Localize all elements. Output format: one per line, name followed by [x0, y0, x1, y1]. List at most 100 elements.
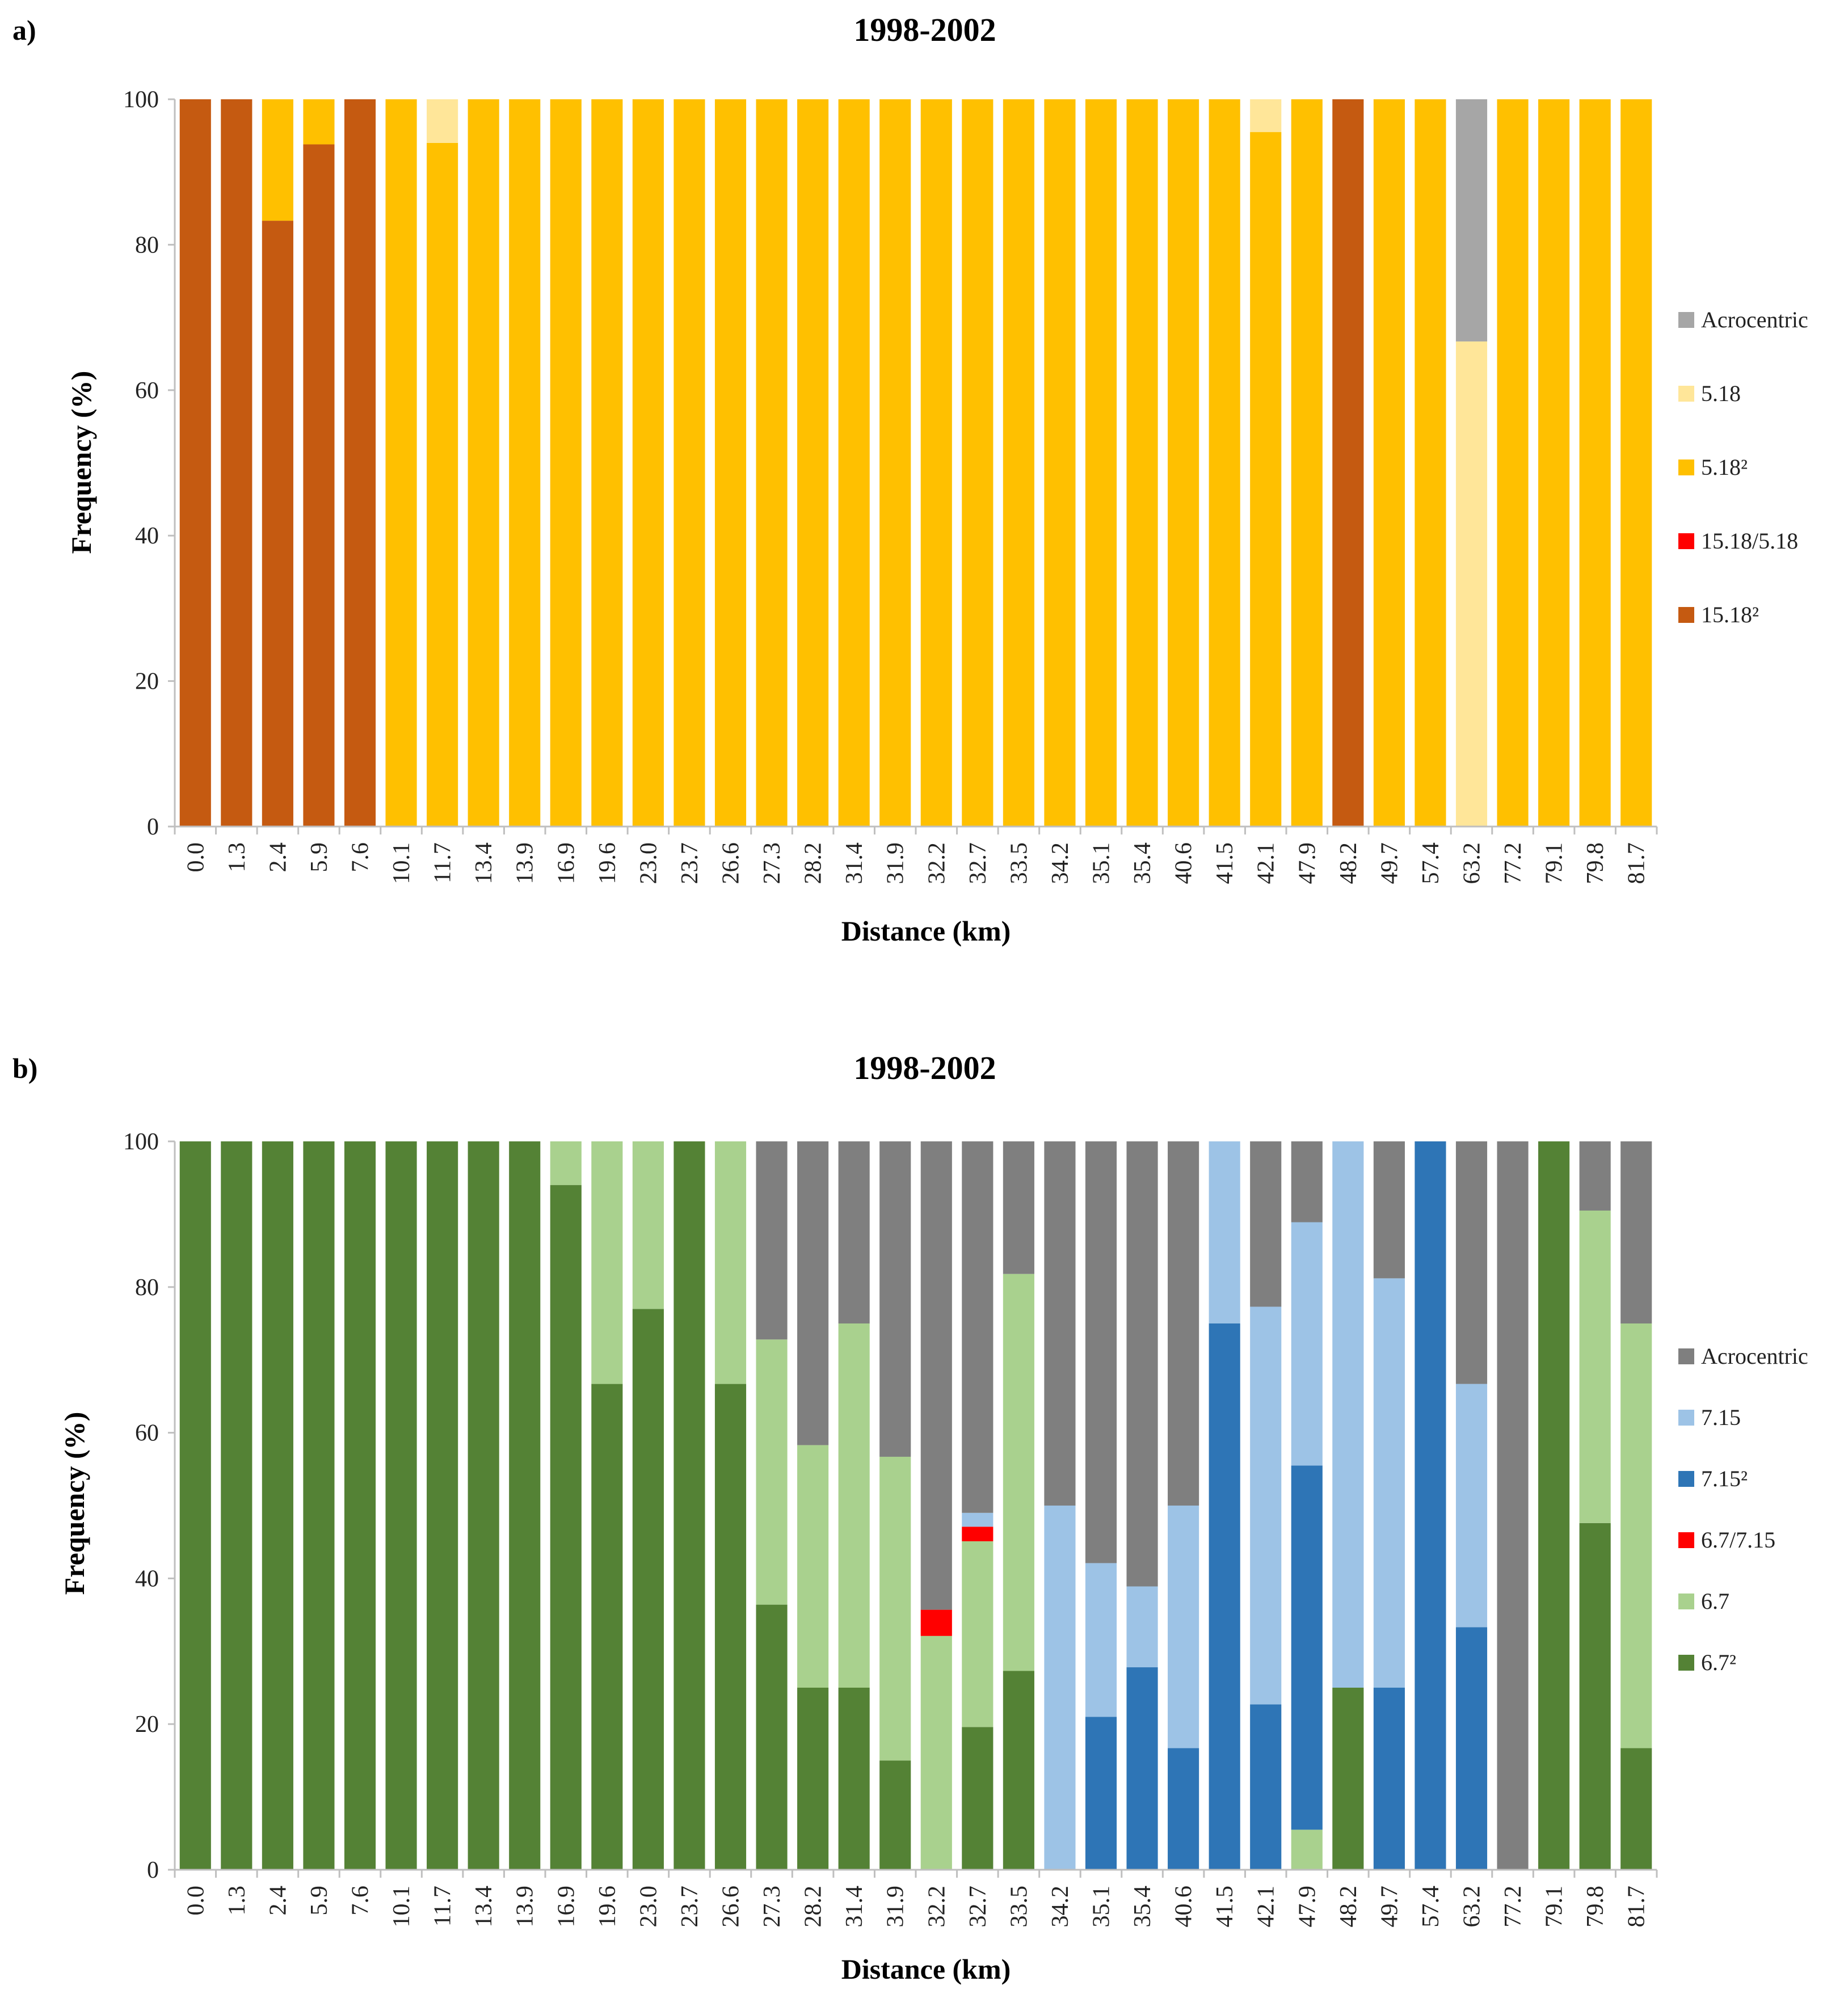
- bar-segment-a-16-2: [838, 99, 870, 827]
- bar-segment-a-14-2: [756, 99, 788, 827]
- x-tick-label-a-23: 35.4: [1130, 842, 1156, 884]
- bar-segment-b-23-4: [1126, 1586, 1158, 1668]
- bar-segment-b-34-5: [1579, 1141, 1611, 1211]
- bar-segment-b-8-0: [509, 1141, 541, 1870]
- bar-segment-b-16-1: [838, 1323, 870, 1688]
- x-tick-label-a-19: 32.7: [965, 842, 991, 884]
- x-tick-label-a-5: 10.1: [389, 842, 415, 884]
- bar-segment-b-35-0: [1620, 1748, 1652, 1870]
- y-tick-label-b-4: 80: [135, 1275, 159, 1301]
- y-tick-label-a-4: 80: [135, 232, 159, 258]
- x-tick-label-b-14: 27.3: [759, 1886, 785, 1928]
- y-tick-label-b-2: 40: [135, 1566, 159, 1592]
- bar-segment-a-27-2: [1291, 99, 1323, 827]
- x-tick-label-a-29: 49.7: [1376, 842, 1403, 884]
- bar-segment-a-26-2: [1250, 132, 1282, 827]
- bar-segment-b-16-5: [838, 1141, 870, 1323]
- bar-segment-b-4-0: [344, 1141, 376, 1870]
- x-tick-label-b-9: 16.9: [553, 1886, 579, 1928]
- x-tick-label-b-19: 32.7: [965, 1886, 991, 1928]
- bar-segment-b-19-2: [962, 1527, 994, 1541]
- bar-segment-b-18-2: [920, 1609, 952, 1636]
- x-tick-label-a-6: 11.7: [430, 842, 456, 883]
- bar-segment-b-7-0: [468, 1141, 499, 1870]
- bar-segment-b-27-3: [1291, 1465, 1323, 1830]
- bar-segment-b-26-3: [1250, 1704, 1282, 1870]
- bar-segment-a-29-2: [1373, 99, 1405, 827]
- bar-segment-a-22-2: [1085, 99, 1117, 827]
- legend-swatch-b-4: [1678, 1593, 1694, 1609]
- y-tick-label-b-3: 60: [135, 1420, 159, 1447]
- bar-segment-b-19-0: [962, 1727, 994, 1870]
- x-tick-label-a-27: 47.9: [1294, 842, 1320, 884]
- chart-b-y-axis-title: Frequency (%): [58, 1412, 90, 1595]
- panel-a-letter: a): [12, 14, 36, 46]
- bar-segment-a-7-2: [468, 99, 499, 827]
- bar-segment-b-6-0: [427, 1141, 458, 1870]
- chart-b-x-ticks: 0.0 1.3 2.4 5.9 7.6 10.1 11.7 13.4 13.9 16.9 19.6 2…: [174, 1870, 1658, 1928]
- bar-segment-b-22-4: [1085, 1563, 1117, 1717]
- bar-segment-b-33-0: [1538, 1141, 1570, 1870]
- x-tick-label-b-1: 1.3: [224, 1886, 250, 1916]
- bar-segment-a-2-2: [262, 99, 293, 221]
- bar-segment-b-32-5: [1497, 1141, 1529, 1870]
- chart-b-legend: Acrocentric 7.15 7.15² 6.7/7.15 6.7 6.7²: [1678, 1343, 1808, 1675]
- x-tick-label-b-2: 2.4: [265, 1886, 291, 1916]
- x-tick-label-b-32: 77.2: [1500, 1886, 1526, 1928]
- y-tick-label-a-5: 100: [123, 87, 159, 113]
- bar-segment-b-1-0: [221, 1141, 252, 1870]
- legend-label-a-0: Acrocentric: [1701, 307, 1808, 332]
- bar-segment-b-26-4: [1250, 1306, 1282, 1705]
- legend-label-a-3: 15.18/5.18: [1701, 528, 1798, 554]
- legend-swatch-a-1: [1678, 386, 1694, 402]
- x-tick-label-b-24: 40.6: [1171, 1886, 1197, 1928]
- x-tick-label-a-34: 79.8: [1582, 842, 1609, 884]
- x-tick-label-b-8: 13.9: [512, 1886, 538, 1928]
- bar-segment-b-35-1: [1620, 1323, 1652, 1748]
- x-tick-label-b-16: 31.4: [841, 1886, 868, 1928]
- bar-segment-b-29-3: [1373, 1688, 1405, 1870]
- bar-segment-b-11-1: [632, 1141, 664, 1309]
- bar-segment-a-6-2: [427, 142, 458, 827]
- x-tick-label-a-3: 5.9: [306, 842, 332, 872]
- bar-segment-b-28-4: [1332, 1141, 1364, 1688]
- bar-segment-b-9-1: [550, 1141, 582, 1186]
- bar-segment-b-17-1: [879, 1456, 911, 1761]
- bar-segment-a-19-2: [962, 99, 994, 827]
- chart-panel-b: b) 1998-2002 0 20 40 60 80 100 0.0 1.3 2.4 5.9 7.…: [12, 1049, 1808, 1985]
- bar-segment-a-10-2: [591, 99, 623, 827]
- bar-segment-b-24-5: [1168, 1141, 1199, 1506]
- x-tick-label-a-31: 63.2: [1459, 842, 1485, 884]
- bar-segment-a-9-2: [550, 99, 582, 827]
- bar-segment-b-30-3: [1415, 1141, 1446, 1870]
- bar-segment-a-28-0: [1332, 99, 1364, 827]
- bar-segment-a-5-2: [385, 99, 417, 827]
- x-tick-label-a-15: 28.2: [801, 842, 827, 884]
- bar-segment-a-0-0: [179, 99, 211, 827]
- x-tick-label-a-20: 33.5: [1006, 842, 1032, 884]
- x-tick-label-a-28: 48.2: [1336, 842, 1362, 884]
- y-tick-label-b-5: 100: [123, 1129, 159, 1155]
- bar-segment-b-19-5: [962, 1141, 994, 1513]
- y-tick-label-a-3: 60: [135, 378, 159, 404]
- bar-segment-b-19-4: [962, 1512, 994, 1527]
- x-tick-label-b-25: 41.5: [1212, 1886, 1238, 1928]
- bar-segment-b-27-4: [1291, 1222, 1323, 1466]
- legend-label-b-5: 6.7²: [1701, 1650, 1736, 1675]
- x-tick-label-a-13: 26.6: [718, 842, 744, 884]
- bar-segment-b-23-5: [1126, 1141, 1158, 1587]
- chart-b-y-ticks: 0 20 40 60 80 100: [123, 1129, 175, 1883]
- bar-segment-b-18-1: [920, 1635, 952, 1870]
- x-tick-label-a-11: 23.0: [635, 842, 662, 884]
- bar-segment-b-14-0: [756, 1604, 788, 1870]
- chart-a-y-ticks: 0 20 40 60 80 100: [123, 87, 175, 840]
- bar-segment-b-10-1: [591, 1141, 623, 1384]
- x-tick-label-b-5: 10.1: [389, 1886, 415, 1928]
- legend-label-b-3: 6.7/7.15: [1701, 1527, 1775, 1553]
- bar-segment-a-2-0: [262, 221, 293, 827]
- x-tick-label-a-32: 77.2: [1500, 842, 1526, 884]
- x-tick-label-a-12: 23.7: [677, 842, 703, 884]
- chart-a-x-ticks: 0.0 1.3 2.4 5.9 7.6 10.1 11.7 13.4 13.9 16.9 19.6 2…: [174, 827, 1658, 884]
- bar-segment-a-11-2: [632, 99, 664, 827]
- bar-segment-b-10-0: [591, 1384, 623, 1870]
